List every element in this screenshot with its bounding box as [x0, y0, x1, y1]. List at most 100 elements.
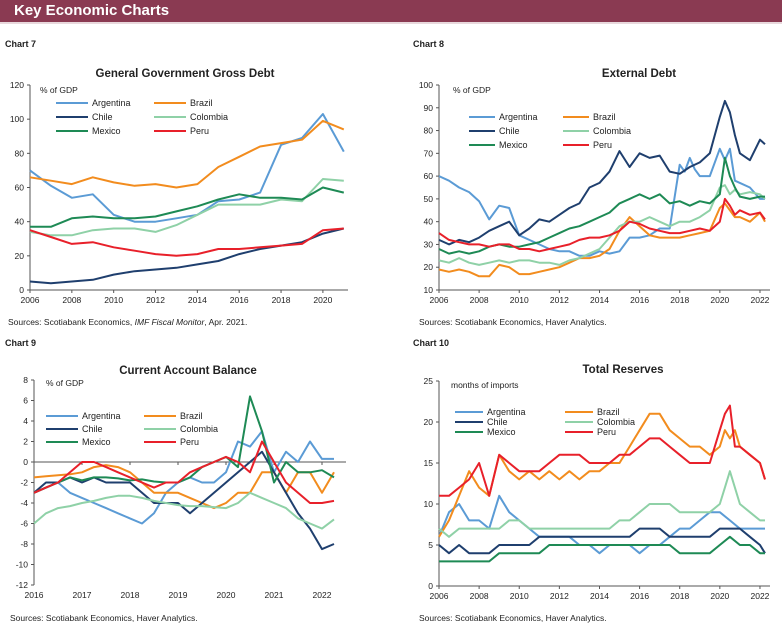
source-publication: IMF Fiscal Monitor: [134, 317, 205, 327]
y-tick-label: 8: [23, 375, 28, 385]
y-tick-label: 100: [10, 114, 24, 124]
legend-label: Peru: [190, 126, 209, 136]
legend-label: Chile: [82, 424, 103, 434]
y-tick-label: 15: [424, 458, 434, 468]
x-tick-label: 2006: [21, 295, 40, 305]
x-tick-label: 2014: [590, 295, 609, 305]
chart-panel-9: Chart 9 Current Account Balance % of GDP -…: [0, 336, 390, 636]
chart-title: Current Account Balance: [119, 365, 257, 377]
x-tick-label: 2012: [550, 295, 569, 305]
x-tick-label: 2021: [265, 590, 284, 600]
series-line-mexico: [439, 535, 765, 563]
series-line-peru: [29, 227, 344, 257]
y-tick-label: 70: [424, 148, 434, 158]
unit-label: % of GDP: [453, 85, 491, 95]
x-tick-label: 2012: [550, 591, 569, 601]
y-tick-label: 5: [428, 540, 433, 550]
x-tick-label: 2022: [751, 295, 770, 305]
x-tick-label: 2010: [510, 295, 529, 305]
y-tick-label: 120: [10, 80, 24, 90]
y-tick-label: 40: [15, 217, 25, 227]
legend-label: Colombia: [597, 417, 635, 427]
y-tick-label: 100: [419, 80, 433, 90]
legend-label: Peru: [593, 140, 612, 150]
source-text: Sources: Scotiabank Economics,: [8, 317, 135, 327]
series-line-chile: [33, 450, 335, 551]
y-tick-label: 20: [15, 251, 25, 261]
series-line-peru: [33, 440, 335, 504]
series-line-peru: [438, 197, 766, 253]
unit-label: % of GDP: [40, 85, 78, 95]
x-tick-label: 2017: [73, 590, 92, 600]
series-line-peru: [439, 404, 766, 497]
x-tick-label: 2008: [62, 295, 81, 305]
y-tick-label: 10: [424, 285, 434, 295]
x-tick-label: 2016: [630, 591, 649, 601]
legend-label: Argentina: [487, 407, 526, 417]
y-tick-label: 30: [424, 239, 434, 249]
series-line-brazil: [29, 119, 345, 189]
x-tick-label: 2008: [470, 591, 489, 601]
chart-svg: External Debt % of GDP 10 20 30 40 50 60 70 80 90 1…: [419, 68, 770, 305]
x-tick-label: 2008: [470, 295, 489, 305]
legend-label: Colombia: [190, 112, 228, 122]
y-tick-label: -8: [20, 539, 28, 549]
series-line-mexico: [438, 156, 765, 255]
x-tick-label: 2018: [670, 591, 689, 601]
y-tick-label: -12: [16, 580, 29, 590]
series-line-mexico: [30, 186, 345, 228]
series-line-brazil: [33, 464, 335, 510]
y-tick-label: -10: [16, 560, 29, 570]
legend-label: Mexico: [82, 437, 111, 447]
chart-source: Sources: Scotiabank Economics, IMF Fisca…: [8, 317, 247, 327]
x-tick-label: 2022: [313, 590, 332, 600]
y-tick-label: -4: [20, 498, 28, 508]
y-tick-label: 0: [428, 581, 433, 591]
legend-label: Brazil: [180, 411, 203, 421]
x-tick-label: 2020: [313, 295, 332, 305]
series-line-chile: [438, 527, 766, 555]
series-line-colombia: [33, 491, 335, 530]
x-tick-label: 2020: [710, 591, 729, 601]
x-tick-label: 2016: [630, 295, 649, 305]
chart-svg: General Government Gross Debt% of GDP020…: [10, 68, 348, 305]
series-line-colombia: [438, 470, 765, 538]
legend-label: Brazil: [593, 112, 616, 122]
series-line-argentina: [438, 147, 765, 257]
x-tick-label: 2022: [751, 591, 770, 601]
y-tick-label: 2: [23, 437, 28, 447]
legend-label: Mexico: [92, 126, 121, 136]
legend-label: Chile: [499, 126, 520, 136]
unit-label: months of imports: [451, 380, 519, 390]
x-tick-label: 2020: [217, 590, 236, 600]
chart-title: External Debt: [602, 68, 676, 80]
x-tick-label: 2016: [25, 590, 44, 600]
y-tick-label: 0: [19, 285, 24, 295]
x-tick-label: 2018: [272, 295, 291, 305]
legend-label: Mexico: [499, 140, 528, 150]
legend-label: Peru: [180, 437, 199, 447]
y-tick-label: 4: [23, 416, 28, 426]
x-tick-label: 2020: [710, 295, 729, 305]
y-tick-label: 0: [23, 457, 28, 467]
unit-label: % of GDP: [46, 378, 84, 388]
legend-label: Argentina: [82, 411, 121, 421]
y-tick-label: 20: [424, 262, 434, 272]
legend-label: Peru: [597, 427, 616, 437]
x-tick-label: 2006: [430, 591, 449, 601]
chart-panel-8: Chart 8 External Debt % of GDP 10 20 30 40 50 6…: [391, 37, 781, 337]
source-date: , Apr. 2021.: [204, 317, 248, 327]
y-tick-label: 10: [424, 499, 434, 509]
x-tick-label: 2006: [430, 295, 449, 305]
y-tick-label: 50: [424, 194, 434, 204]
x-tick-label: 2018: [670, 295, 689, 305]
x-tick-label: 2014: [188, 295, 207, 305]
legend-label: Chile: [92, 112, 113, 122]
chart-label: Chart 10: [413, 338, 450, 348]
series-line-colombia: [438, 184, 766, 266]
x-tick-label: 2012: [146, 295, 165, 305]
chart-panel-10: Chart 10 Total Reserves months of imports…: [391, 336, 781, 636]
x-tick-label: 2010: [104, 295, 123, 305]
y-tick-label: 60: [424, 171, 434, 181]
